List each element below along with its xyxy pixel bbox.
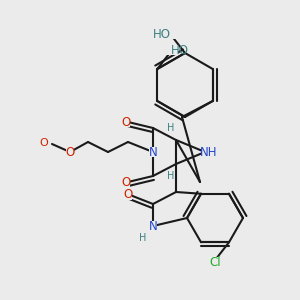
Text: O: O bbox=[122, 176, 130, 188]
Text: N: N bbox=[148, 146, 158, 158]
Bar bbox=[124, 190, 132, 200]
Bar bbox=[164, 29, 178, 39]
Text: O: O bbox=[123, 188, 133, 202]
Text: H: H bbox=[167, 123, 175, 133]
Bar bbox=[208, 257, 222, 267]
Text: H: H bbox=[139, 233, 147, 243]
Text: N: N bbox=[148, 220, 158, 232]
Text: H: H bbox=[167, 171, 175, 181]
Text: O: O bbox=[122, 116, 130, 128]
Bar bbox=[202, 147, 216, 157]
Text: Cl: Cl bbox=[209, 256, 221, 269]
Bar bbox=[66, 147, 74, 157]
Bar bbox=[122, 117, 130, 127]
Text: HO: HO bbox=[153, 28, 171, 40]
Text: O: O bbox=[39, 138, 48, 148]
Bar bbox=[149, 147, 157, 157]
Bar bbox=[122, 177, 130, 187]
Text: O: O bbox=[65, 146, 75, 158]
Text: NH: NH bbox=[200, 146, 218, 158]
Text: HO: HO bbox=[171, 44, 189, 56]
Bar bbox=[149, 221, 157, 231]
Bar bbox=[164, 45, 178, 55]
